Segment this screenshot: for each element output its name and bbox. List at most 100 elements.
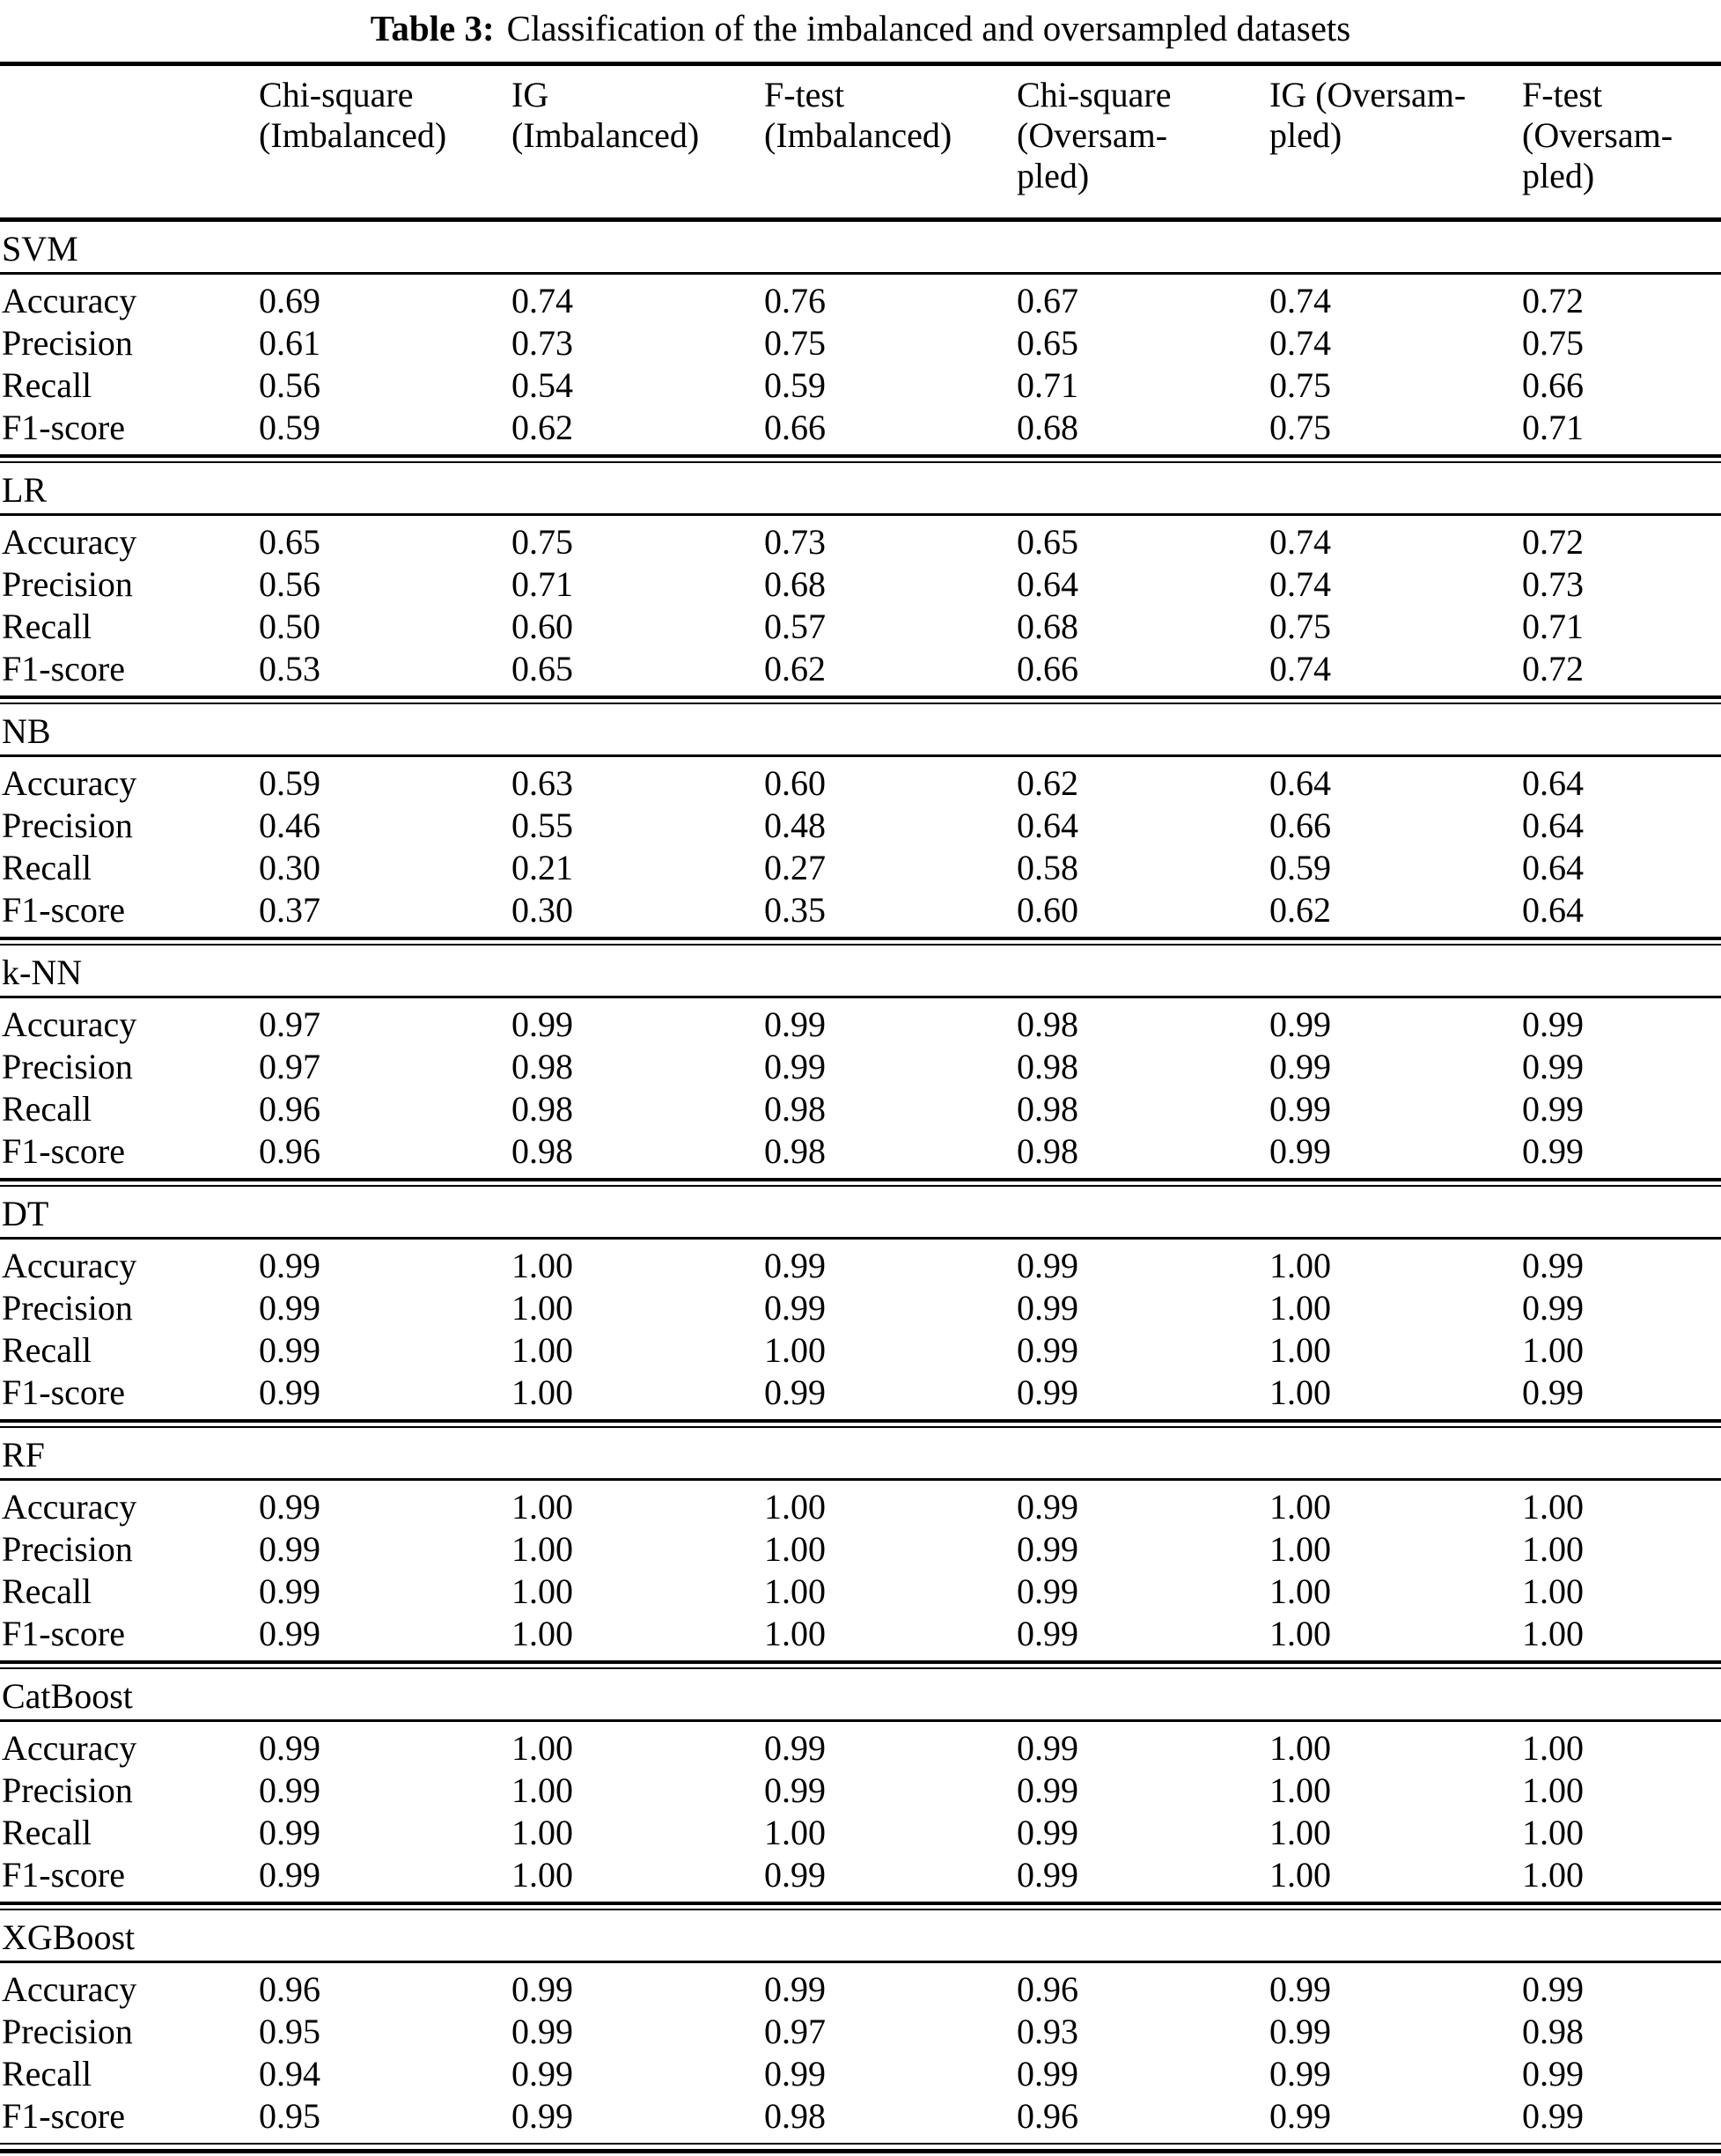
column-header-line: pled)	[1522, 156, 1595, 195]
section-rows: Accuracy 0.59 0.63 0.60 0.62 0.64 0.64 Precisio…	[0, 757, 1721, 937]
metric-label: F1-score	[2, 890, 125, 930]
metric-label: F1-score	[2, 649, 125, 688]
table-row: Recall 0.30 0.21 0.27 0.58 0.59 0.64	[0, 847, 1721, 889]
metric-label: Precision	[2, 2012, 133, 2051]
metric-value: 0.99	[1522, 2054, 1584, 2093]
metric-label: Accuracy	[2, 281, 137, 320]
metric-value: 0.99	[511, 1004, 573, 1044]
table-row: Recall 0.99 1.00 1.00 0.99 1.00 1.00	[0, 1812, 1721, 1854]
metric-value: 0.53	[259, 649, 320, 688]
metric-value: 0.99	[1269, 2096, 1331, 2136]
section-name-rule	[0, 1237, 1721, 1240]
metric-label: Accuracy	[2, 1004, 137, 1044]
metric-value: 0.21	[511, 848, 573, 887]
table-row: Recall 0.94 0.99 0.99 0.99 0.99 0.99	[0, 2053, 1721, 2095]
metric-value: 0.94	[259, 2054, 320, 2093]
metric-value: 0.72	[1522, 522, 1584, 562]
metric-value: 0.99	[764, 1855, 826, 1895]
metric-value: 0.74	[1269, 281, 1331, 320]
metric-value: 1.00	[511, 1571, 573, 1611]
metric-value: 1.00	[764, 1529, 826, 1569]
table-row: Accuracy 0.59 0.63 0.60 0.62 0.64 0.64	[0, 762, 1721, 805]
metric-value: 0.99	[259, 1571, 320, 1611]
metric-value: 1.00	[764, 1330, 826, 1370]
metric-label: F1-score	[2, 1614, 125, 1653]
metric-value: 0.99	[1522, 1004, 1584, 1044]
metric-value: 1.00	[1269, 1330, 1331, 1370]
metric-value: 1.00	[1522, 1770, 1584, 1810]
table-row: Precision 0.99 1.00 0.99 0.99 1.00 0.99	[0, 1287, 1721, 1329]
metric-value: 0.99	[764, 1969, 826, 2009]
metric-value: 1.00	[1522, 1855, 1584, 1895]
metric-label: Accuracy	[2, 763, 137, 803]
column-header-line: (Oversam-	[1017, 115, 1168, 155]
metric-value: 1.00	[511, 1855, 573, 1895]
metric-value: 1.00	[1269, 1813, 1331, 1852]
metric-value: 0.99	[1017, 1813, 1078, 1852]
metric-value: 0.73	[1522, 564, 1584, 604]
metric-value: 0.99	[259, 1770, 320, 1810]
table-row: Precision 0.99 1.00 1.00 0.99 1.00 1.00	[0, 1528, 1721, 1571]
metric-value: 0.71	[1522, 408, 1584, 447]
metric-value: 0.99	[1522, 2096, 1584, 2136]
metric-value: 0.57	[764, 607, 826, 646]
section-divider-rule	[0, 1660, 1721, 1669]
column-header-line: Chi-square	[1017, 75, 1172, 114]
section-rows: Accuracy 0.65 0.75 0.73 0.65 0.74 0.72 Precisio…	[0, 516, 1721, 695]
table-body: SVM Accuracy 0.69 0.74 0.76 0.67 0.74 0.72 Preci…	[0, 222, 1721, 2153]
section-name-rule	[0, 1478, 1721, 1481]
table-row: Recall 0.50 0.60 0.57 0.68 0.75 0.71	[0, 606, 1721, 648]
metric-label: Recall	[2, 1330, 92, 1370]
metric-value: 0.62	[1017, 763, 1078, 803]
section-name: RF	[2, 1435, 45, 1475]
metric-value: 1.00	[1522, 1487, 1584, 1527]
metric-value: 0.74	[1269, 522, 1331, 562]
metric-value: 0.62	[1269, 890, 1331, 930]
metric-value: 0.96	[259, 1969, 320, 2009]
section-SVM: SVM Accuracy 0.69 0.74 0.76 0.67 0.74 0.72 Preci…	[0, 222, 1721, 463]
column-header-line: pled)	[1269, 115, 1342, 155]
section-name-rule	[0, 272, 1721, 275]
metric-value: 1.00	[1269, 1288, 1331, 1328]
table-row: F1-score 0.99 1.00 0.99 0.99 1.00 0.99	[0, 1372, 1721, 1414]
metric-value: 1.00	[1522, 1529, 1584, 1569]
column-header-line: (Imbalanced)	[259, 115, 447, 155]
metric-value: 1.00	[511, 1529, 573, 1569]
metric-label: Precision	[2, 1770, 133, 1810]
metric-value: 0.99	[764, 1004, 826, 1044]
column-header-f-test-imbalanced: F-test (Imbalanced)	[762, 75, 1015, 196]
metric-value: 0.64	[1269, 763, 1331, 803]
metric-value: 1.00	[1522, 1728, 1584, 1768]
metric-value: 0.99	[259, 1288, 320, 1328]
metric-value: 0.96	[1017, 2096, 1078, 2136]
table-row: Accuracy 0.99 1.00 1.00 0.99 1.00 1.00	[0, 1486, 1721, 1528]
metric-value: 0.99	[511, 2012, 573, 2051]
column-header-line: IG	[511, 75, 549, 114]
metric-value: 0.68	[764, 564, 826, 604]
table-caption-label: Table 3:	[370, 8, 495, 48]
section-divider-rule	[0, 454, 1721, 463]
metric-value: 0.65	[1017, 522, 1078, 562]
metric-value: 0.96	[259, 1131, 320, 1171]
table-row: Accuracy 0.99 1.00 0.99 0.99 1.00 1.00	[0, 1727, 1721, 1770]
metric-value: 0.99	[259, 1330, 320, 1370]
metric-value: 0.72	[1522, 649, 1584, 688]
metric-value: 0.99	[1017, 1330, 1078, 1370]
metric-label: Accuracy	[2, 1246, 137, 1285]
metric-value: 0.99	[1017, 1487, 1078, 1527]
metric-value: 0.99	[259, 1372, 320, 1412]
metric-value: 0.99	[1017, 1614, 1078, 1653]
metric-value: 0.59	[764, 365, 826, 405]
column-header-chi-square-imbalanced: Chi-square (Imbalanced)	[257, 75, 510, 196]
metric-value: 1.00	[764, 1813, 826, 1852]
metric-value: 0.96	[259, 1089, 320, 1129]
metric-value: 0.99	[259, 1487, 320, 1527]
metric-value: 0.99	[1017, 1372, 1078, 1412]
table-row: Accuracy 0.99 1.00 0.99 0.99 1.00 0.99	[0, 1245, 1721, 1287]
metric-value: 0.98	[511, 1089, 573, 1129]
section-divider-rule	[0, 937, 1721, 946]
metric-label: Precision	[2, 1047, 133, 1086]
metric-value: 1.00	[1269, 1487, 1331, 1527]
section-XGBoost: XGBoost Accuracy 0.96 0.99 0.99 0.96 0.99 0.99 P…	[0, 1910, 1721, 2153]
metric-label: Accuracy	[2, 1487, 137, 1527]
